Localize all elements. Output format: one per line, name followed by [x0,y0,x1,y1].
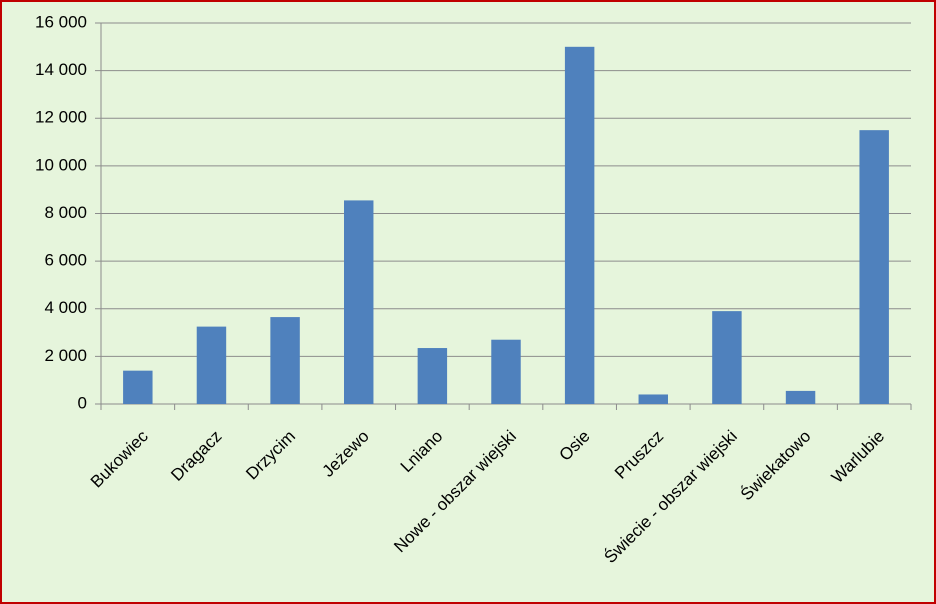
y-tick-label: 16 000 [35,12,87,31]
bar [344,200,374,404]
bar [417,348,448,404]
bar [712,311,742,404]
bar [785,390,816,404]
y-tick-label: 6 000 [44,251,87,270]
bar [123,370,153,404]
y-tick-label: 14 000 [35,60,87,79]
bar [491,339,521,404]
bar [638,394,668,404]
y-tick-label: 12 000 [35,108,87,127]
y-tick-label: 10 000 [35,155,87,174]
y-tick-label: 4 000 [44,298,87,317]
bar [859,130,889,404]
bar [196,326,227,404]
bar [564,46,595,404]
y-tick-label: 2 000 [44,346,87,365]
y-tick-label: 0 [78,393,87,412]
bar [270,317,300,404]
y-tick-label: 8 000 [44,203,87,222]
